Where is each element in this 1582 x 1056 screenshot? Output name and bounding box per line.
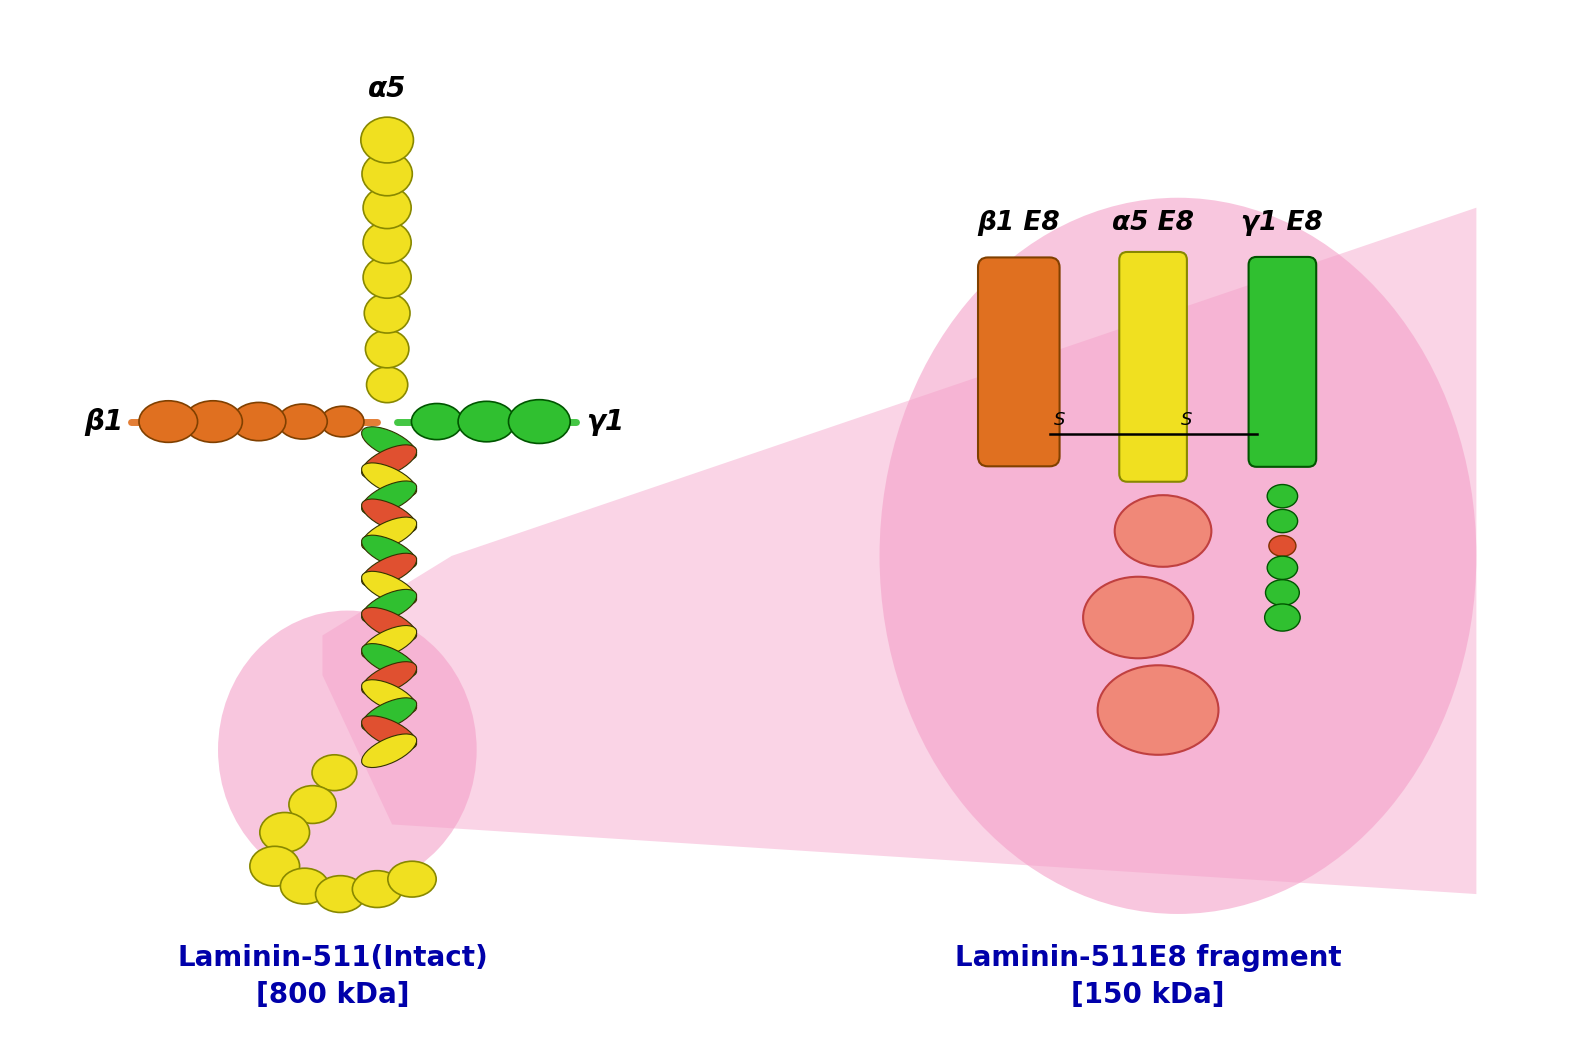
Ellipse shape: [362, 625, 416, 659]
Ellipse shape: [312, 755, 358, 791]
Ellipse shape: [364, 257, 411, 298]
Text: S: S: [1054, 411, 1065, 429]
FancyBboxPatch shape: [1118, 252, 1186, 482]
Ellipse shape: [218, 610, 476, 889]
Ellipse shape: [280, 868, 329, 904]
Ellipse shape: [1084, 577, 1193, 658]
Ellipse shape: [508, 399, 570, 444]
Ellipse shape: [1267, 557, 1297, 580]
Ellipse shape: [278, 404, 327, 439]
Ellipse shape: [364, 294, 410, 333]
Ellipse shape: [1267, 509, 1297, 532]
Ellipse shape: [364, 222, 411, 263]
Text: γ1 E8: γ1 E8: [1242, 209, 1323, 235]
Text: α5: α5: [369, 75, 407, 103]
Ellipse shape: [362, 480, 416, 514]
Ellipse shape: [362, 698, 416, 732]
Text: α5 E8: α5 E8: [1112, 209, 1194, 235]
Ellipse shape: [1269, 535, 1296, 557]
Ellipse shape: [362, 589, 416, 623]
Ellipse shape: [233, 402, 286, 440]
Ellipse shape: [362, 517, 416, 550]
Ellipse shape: [362, 463, 416, 496]
Ellipse shape: [880, 197, 1476, 913]
Ellipse shape: [362, 734, 416, 768]
Ellipse shape: [259, 812, 310, 852]
Text: β1: β1: [84, 408, 123, 435]
Ellipse shape: [362, 499, 416, 532]
Polygon shape: [323, 208, 1476, 894]
Ellipse shape: [184, 401, 242, 442]
Ellipse shape: [361, 117, 413, 163]
Ellipse shape: [362, 607, 416, 641]
Ellipse shape: [315, 875, 365, 912]
Ellipse shape: [362, 680, 416, 713]
Ellipse shape: [362, 445, 416, 478]
Ellipse shape: [139, 401, 198, 442]
Ellipse shape: [388, 862, 437, 897]
Ellipse shape: [1266, 580, 1299, 605]
Ellipse shape: [353, 871, 402, 907]
Ellipse shape: [1098, 665, 1218, 755]
Ellipse shape: [367, 366, 408, 402]
FancyBboxPatch shape: [978, 258, 1060, 467]
Ellipse shape: [1115, 495, 1212, 567]
Ellipse shape: [364, 187, 411, 228]
Ellipse shape: [321, 407, 364, 437]
Text: Laminin-511(Intact)
[800 kDa]: Laminin-511(Intact) [800 kDa]: [177, 944, 487, 1008]
Ellipse shape: [362, 152, 413, 195]
Ellipse shape: [411, 403, 462, 439]
Text: S: S: [1180, 411, 1193, 429]
Ellipse shape: [362, 643, 416, 677]
Ellipse shape: [362, 427, 416, 460]
Ellipse shape: [362, 535, 416, 569]
Ellipse shape: [362, 662, 416, 695]
Ellipse shape: [459, 401, 516, 441]
Ellipse shape: [365, 331, 408, 367]
Text: Laminin-511E8 fragment
[150 kDa]: Laminin-511E8 fragment [150 kDa]: [956, 944, 1342, 1008]
Text: γ1: γ1: [585, 408, 625, 435]
Ellipse shape: [362, 716, 416, 750]
Text: β1 E8: β1 E8: [978, 209, 1060, 235]
Ellipse shape: [362, 571, 416, 605]
FancyBboxPatch shape: [1248, 257, 1316, 467]
Ellipse shape: [250, 846, 299, 886]
Ellipse shape: [1264, 604, 1300, 631]
Ellipse shape: [1267, 485, 1297, 508]
Ellipse shape: [290, 786, 335, 824]
Ellipse shape: [362, 553, 416, 587]
